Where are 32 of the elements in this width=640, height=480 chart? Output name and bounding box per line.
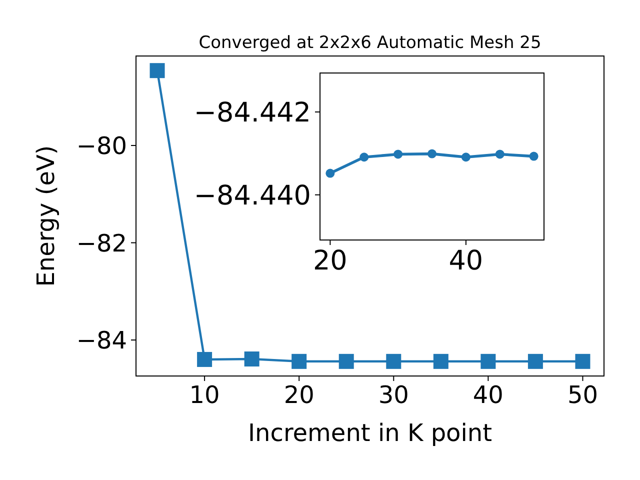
y-tick-label: −84.440 [194,180,311,212]
point [428,149,436,158]
chart-title: Converged at 2x2x6 Automatic Mesh 25 [198,33,542,53]
y-axis-title: Energy (eV) [32,145,60,287]
point [150,63,165,78]
y-tick-label: −80 [76,132,127,160]
y-tick-label: −84 [76,326,127,355]
point [480,354,496,369]
x-axis-title: Increment in K point [248,419,492,447]
x-tick-label: 40 [472,381,504,410]
point [197,352,212,367]
point [292,354,307,369]
y-tick-label: −84.442 [194,98,311,129]
point [495,150,504,159]
point [394,150,403,159]
x-tick-label: 40 [448,246,484,277]
point [433,354,448,369]
point [386,354,402,369]
x-tick-label: 30 [378,381,409,410]
x-tick-label: 10 [189,381,220,410]
y-tick-label: −82 [76,229,127,258]
point [529,152,538,161]
point [461,152,470,162]
point [244,351,260,366]
point [326,168,335,178]
x-tick-label: 50 [567,381,598,410]
point [338,354,354,369]
x-tick-label: 20 [313,246,348,277]
point [360,152,369,162]
point [575,354,590,369]
point [528,354,543,369]
x-tick-label: 20 [284,381,314,410]
